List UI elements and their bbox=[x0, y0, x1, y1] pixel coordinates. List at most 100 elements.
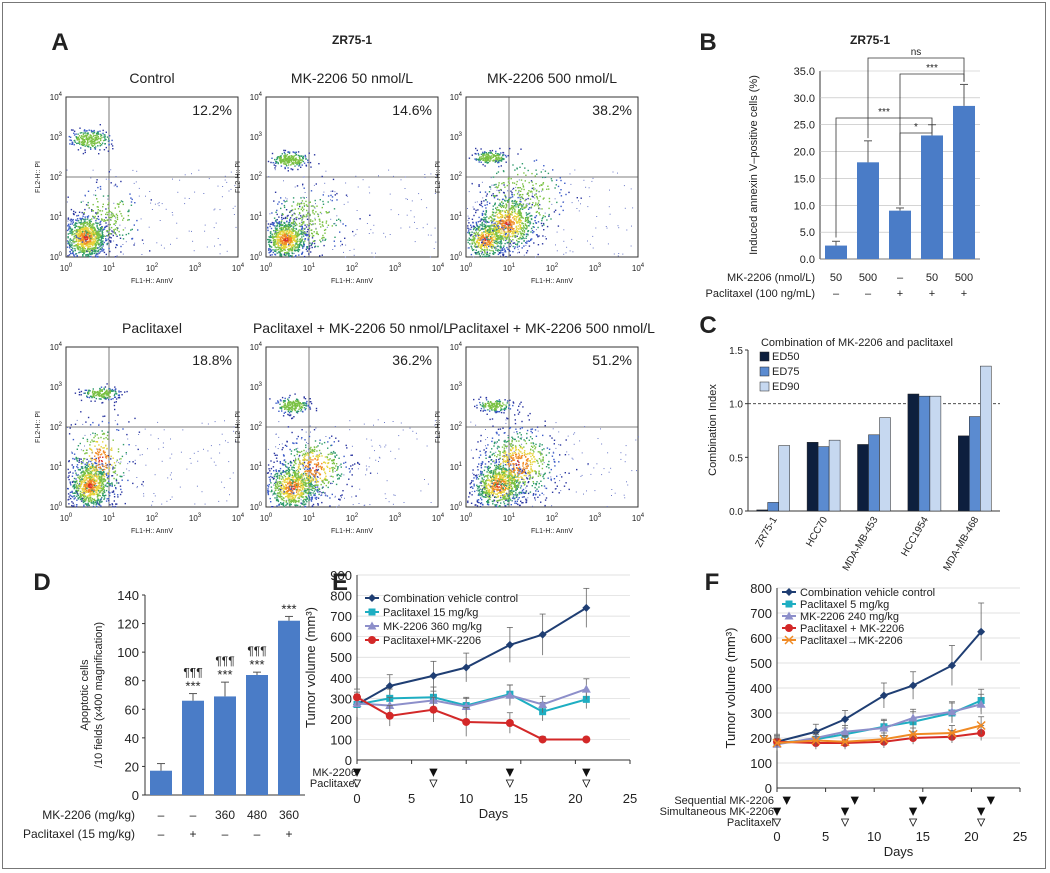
flow-event-dot bbox=[613, 253, 615, 255]
x-tick-label: 102 bbox=[346, 263, 359, 273]
flow-event-dot bbox=[494, 161, 496, 163]
flow-event-dot bbox=[298, 165, 300, 167]
flow-event-dot bbox=[519, 202, 521, 205]
tick-exponent: 1 bbox=[112, 263, 116, 269]
flow-event-dot bbox=[497, 153, 499, 155]
flow-event-dot bbox=[474, 237, 476, 239]
flow-event-dot bbox=[505, 197, 507, 199]
tick-exponent: 4 bbox=[259, 92, 263, 98]
flow-event-dot bbox=[488, 191, 491, 193]
flow-event-dot bbox=[378, 175, 379, 177]
flow-event-dot bbox=[98, 471, 100, 473]
flow-event-dot bbox=[281, 233, 284, 235]
flow-event-dot bbox=[69, 227, 72, 229]
flow-event-dot bbox=[478, 237, 480, 239]
flow-event-dot bbox=[99, 482, 101, 484]
flow-event-dot bbox=[490, 151, 492, 153]
flow-event-dot bbox=[293, 227, 295, 230]
flow-event-dot bbox=[298, 225, 301, 227]
flow-event-dot bbox=[503, 234, 505, 236]
flow-event-dot bbox=[512, 228, 515, 230]
flow-event-dot bbox=[82, 226, 84, 228]
flow-event-dot bbox=[473, 231, 475, 233]
flow-event-dot bbox=[91, 141, 93, 143]
flow-event-dot bbox=[500, 243, 502, 245]
flow-event-dot bbox=[512, 251, 514, 253]
flow-event-dot bbox=[547, 172, 550, 175]
flow-event-dot bbox=[288, 160, 291, 162]
flow-event-dot bbox=[78, 139, 80, 141]
flow-event-dot bbox=[535, 169, 537, 171]
flow-event-dot bbox=[496, 194, 498, 197]
flow-event-dot bbox=[284, 237, 286, 239]
flow-event-dot bbox=[313, 231, 315, 233]
flow-event-dot bbox=[304, 240, 306, 242]
flow-event-dot bbox=[502, 221, 504, 223]
flow-event-dot bbox=[486, 236, 488, 238]
flow-event-dot bbox=[87, 247, 89, 250]
flow-event-dot bbox=[484, 248, 486, 251]
flow-event-dot bbox=[93, 474, 95, 476]
flow-event-dot bbox=[286, 198, 288, 200]
flow-event-dot bbox=[291, 235, 293, 237]
flow-event-dot bbox=[484, 239, 487, 241]
flow-event-dot bbox=[490, 152, 492, 154]
flow-event-dot bbox=[275, 160, 277, 163]
flow-event-dot bbox=[110, 216, 113, 219]
flow-event-dot bbox=[283, 253, 285, 255]
flow-event-dot bbox=[98, 487, 100, 490]
flow-event-dot bbox=[488, 244, 491, 247]
flow-event-dot bbox=[478, 158, 480, 160]
flow-event-dot bbox=[96, 141, 99, 144]
flow-event-dot bbox=[560, 195, 563, 197]
flow-event-dot bbox=[487, 235, 489, 237]
flow-event-dot bbox=[524, 199, 526, 202]
flow-event-dot bbox=[80, 147, 82, 149]
flow-event-dot bbox=[518, 218, 521, 220]
flow-event-dot bbox=[515, 206, 517, 208]
flow-event-dot bbox=[285, 252, 287, 254]
flow-event-dot bbox=[308, 152, 310, 154]
flow-event-dot bbox=[95, 247, 98, 249]
flow-event-dot bbox=[290, 155, 292, 157]
flow-event-dot bbox=[535, 195, 538, 198]
tick-exponent: 4 bbox=[241, 263, 245, 269]
flow-event-dot bbox=[487, 158, 489, 161]
flow-event-dot bbox=[287, 238, 289, 240]
flow-event-dot bbox=[534, 175, 536, 177]
flow-event-dot bbox=[543, 224, 545, 226]
tick-exponent: 1 bbox=[59, 212, 63, 218]
flow-event-dot bbox=[496, 172, 498, 175]
flow-event-dot bbox=[313, 242, 316, 245]
flow-event-dot bbox=[284, 160, 286, 162]
flow-event-dot bbox=[279, 230, 281, 232]
flow-event-dot bbox=[70, 497, 72, 500]
flow-event-dot bbox=[426, 223, 428, 225]
flow-event-dot bbox=[73, 210, 75, 213]
flow-event-dot bbox=[78, 230, 80, 232]
flow-event-dot bbox=[80, 466, 83, 468]
flow-event-dot bbox=[281, 241, 284, 243]
flow-event-dot bbox=[554, 198, 556, 200]
flow-event-dot bbox=[88, 235, 91, 237]
flow-event-dot bbox=[87, 250, 89, 252]
flow-event-dot bbox=[484, 153, 486, 156]
flow-event-dot bbox=[128, 219, 130, 221]
flow-event-dot bbox=[272, 236, 274, 238]
flow-event-dot bbox=[82, 475, 84, 477]
flow-event-dot bbox=[498, 212, 500, 214]
flow-event-dot bbox=[319, 239, 321, 241]
flow-event-dot bbox=[277, 161, 279, 164]
flow-event-dot bbox=[267, 226, 269, 229]
flow-event-dot bbox=[161, 203, 163, 205]
flow-event-dot bbox=[478, 227, 480, 230]
flow-event-dot bbox=[479, 255, 481, 257]
flow-event-dot bbox=[71, 228, 74, 230]
flow-event-dot bbox=[96, 486, 98, 488]
flow-event-dot bbox=[494, 212, 497, 214]
flow-event-dot bbox=[522, 205, 524, 207]
flow-event-dot bbox=[295, 242, 297, 245]
flow-event-dot bbox=[477, 246, 479, 248]
flow-event-dot bbox=[69, 241, 71, 243]
flow-event-dot bbox=[534, 220, 536, 222]
